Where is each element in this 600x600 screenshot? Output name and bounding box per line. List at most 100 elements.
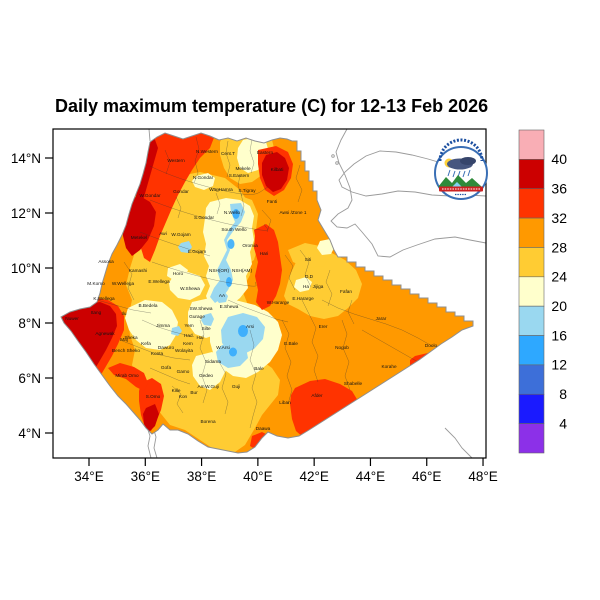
region-label: Dawuro <box>158 345 175 350</box>
region-label: Gedeo <box>199 373 213 378</box>
mountains-icon <box>438 175 482 187</box>
colorbar-swatch-cream <box>518 276 545 307</box>
ethiopia-outline <box>60 132 474 454</box>
region-label: Gamo <box>177 369 190 374</box>
colorbar-tick-label: 32 <box>551 210 567 226</box>
region-label: SW.Shewa <box>190 306 213 311</box>
region-label: Hari <box>260 251 269 256</box>
region-label: Fanti <box>267 199 277 204</box>
region-label: Kille <box>172 388 181 393</box>
region-label: Hal <box>196 335 203 340</box>
region-label: Yem <box>184 323 193 328</box>
colorbar-swatch-deepblue <box>518 393 545 424</box>
region-label: W.Gojam <box>171 232 190 237</box>
region-label: W.Wellega <box>112 281 135 286</box>
x-axis: 34°E 36°E 38°E 40°E 42°E 44°E 46°E 48°E <box>74 458 498 484</box>
region-label: N.Western <box>196 149 218 154</box>
region-label: Erer <box>319 324 328 329</box>
region-label: Itang <box>91 310 102 315</box>
red-sea-somaliland-coastline <box>330 128 487 258</box>
region-label: Sheka <box>124 335 138 340</box>
sudan-border-stub <box>148 128 151 142</box>
region-label: Horo <box>173 271 184 276</box>
region-label: South Wello <box>221 227 247 232</box>
region-label: Am <box>197 384 204 389</box>
region-label: Fafan <box>340 289 352 294</box>
region-label: Nuwer <box>65 316 79 321</box>
y-axis-tick-label: 4°N <box>18 426 41 441</box>
region-label: Kamashi <box>129 268 147 273</box>
colorbar-tick-label: 4 <box>559 415 567 431</box>
region-label: Bench Sheko <box>112 348 140 353</box>
region-label: Kefa <box>141 341 151 346</box>
region-label: Siti <box>305 257 312 262</box>
colorbar-tick-label: 12 <box>551 357 567 373</box>
region-label: B.Bedela <box>138 303 157 308</box>
ilemi-border-line <box>146 426 152 459</box>
region-label: E.Bale <box>284 341 298 346</box>
x-axis-tick-label: 34°E <box>74 469 103 484</box>
y-axis-tick-label: 12°N <box>11 206 41 221</box>
region-label: Doolo <box>425 343 438 348</box>
cloud-icon <box>460 157 476 165</box>
x-axis-tick-label: 36°E <box>131 469 160 484</box>
region-label: W.Gondar <box>139 193 161 198</box>
region-label: W.Hararge <box>267 300 290 305</box>
region-label: Ha <box>303 284 309 289</box>
region-label: Gurage <box>189 314 205 319</box>
region-label: Maj <box>120 337 128 342</box>
water-icon <box>452 182 462 187</box>
region-label: Cent.T <box>221 151 235 156</box>
region-label: NSH(AM) <box>232 268 252 273</box>
region-label: Konta <box>151 351 164 356</box>
colorbar-tick-label: 20 <box>551 298 567 314</box>
colorbar-swatch-mediumblue <box>518 364 545 395</box>
colorbar-tick-label: 40 <box>551 151 567 167</box>
colorbar-swatch-blue <box>518 335 545 366</box>
temperature-shading <box>61 133 462 452</box>
region-label: E.Wellega <box>148 279 170 284</box>
region-label: Eastern <box>257 150 274 155</box>
region-label: Ilu <box>122 311 127 316</box>
region-label: N.Gondar <box>193 175 214 180</box>
y-axis-tick-label: 10°N <box>11 261 41 276</box>
region-label: Jijiga <box>313 284 324 289</box>
region-label: Nogob <box>335 345 349 350</box>
x-axis-tick-label: 40°E <box>243 469 272 484</box>
region-label: Wolayita <box>175 348 193 353</box>
region-label: Kilbati <box>271 167 284 172</box>
region-label: Silte <box>201 326 211 331</box>
island <box>331 154 335 158</box>
region-label: WagHamra <box>209 187 233 192</box>
colorbar-swatch-purple <box>518 423 545 454</box>
region-label: Daawa <box>256 426 271 431</box>
yemen-coastline <box>338 150 487 197</box>
y-axis: 14°N 12°N 10°N 8°N 6°N 4°N <box>11 151 53 441</box>
map-frame <box>52 128 487 459</box>
y-axis-tick-label: 6°N <box>18 371 41 386</box>
region-label: Awsi /Zone 1 <box>279 210 306 215</box>
juba-river-line <box>444 427 473 459</box>
region-label: Mekele <box>235 166 251 171</box>
y-axis-tick-label: 14°N <box>11 151 41 166</box>
region-label: W.Shewa <box>180 286 200 291</box>
x-axis-tick-label: 42°E <box>299 469 328 484</box>
colorbar-swatch-orange <box>518 217 545 248</box>
region-label: Bur <box>190 390 198 395</box>
region-label: Metekel <box>131 235 147 240</box>
region-label: W.Arsi <box>216 345 230 350</box>
logo-arc-text <box>438 138 484 162</box>
region-label: Sidama <box>205 359 221 364</box>
region-label: M.Komo <box>87 281 105 286</box>
region-label: E.Hararge <box>292 296 314 301</box>
region-label: Kon <box>179 394 188 399</box>
x-axis-tick-label: 48°E <box>468 469 497 484</box>
region-label: Western <box>167 158 185 163</box>
region-label: Gofa <box>161 365 172 370</box>
region-label: Guji <box>232 384 240 389</box>
colorbar-tick-label: 28 <box>551 239 567 255</box>
region-label: Borena <box>200 419 216 424</box>
region-label: Shabelle <box>344 381 363 386</box>
region-label: Gondar <box>173 189 189 194</box>
